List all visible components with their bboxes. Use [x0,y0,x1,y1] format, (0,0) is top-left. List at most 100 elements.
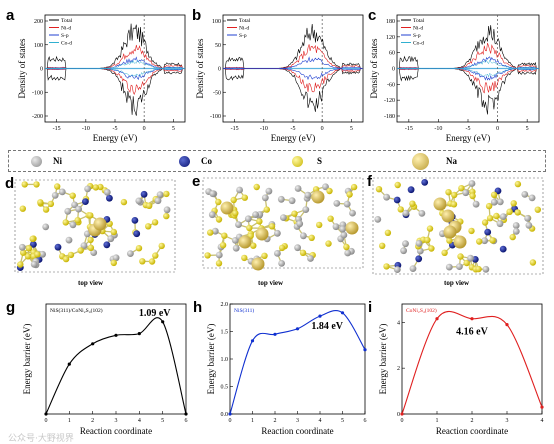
co-atom [407,186,415,194]
co-atom [82,198,89,205]
s-atom [67,251,75,259]
s-atom [17,261,24,268]
s-atom [506,208,513,215]
s-atom [493,212,500,220]
s-atom [241,194,248,201]
s-atom [514,180,522,188]
s-atom [207,229,214,236]
s-atom [163,190,170,198]
s-atom [379,242,386,249]
x-axis-label: Energy (eV) [446,133,491,143]
s-atom [246,224,253,232]
na-atom [345,221,359,235]
ni-atom [472,200,480,208]
data-point [470,317,474,321]
legend-entry: S-p [61,33,69,39]
ni-atom-swatch [31,156,42,167]
x-tick-label: -10 [82,126,90,132]
legend-entry: Total [61,18,73,24]
ni-atom [512,222,520,229]
s-atom [383,263,390,270]
ni-atom [402,240,409,248]
ni-atom [30,260,38,268]
data-point [44,412,48,416]
legend-entry: S-p [239,33,247,39]
na-atom [443,225,457,239]
s-atom [163,212,170,220]
structure-panel-d: d [5,175,176,273]
s-atom [146,202,153,209]
s-atom [468,227,475,235]
x-tick-label: 1 [68,418,71,424]
dos-curve-total [397,68,539,115]
legend-entry: Co-d [61,41,72,47]
ni-atom [236,186,244,194]
s-atom [47,200,55,208]
ni-atom [481,237,488,245]
ni-atom [302,206,310,213]
barrier-curve [45,317,187,415]
s-atom [97,183,104,191]
data-point [67,362,71,366]
y-tick-label: -180 [384,114,395,120]
dos-curve-total [397,25,539,69]
chart-title: NiS(311)/CoNi₂S₄(102) [50,307,103,314]
ni-atom [288,197,296,205]
data-point [184,412,188,416]
s-atom [263,206,270,213]
y-axis-label: Energy barrier (eV) [378,324,388,395]
s-atom [232,210,239,217]
data-point [505,323,509,327]
legend-entry: Ni-d [61,26,71,32]
ni-atom [418,210,426,217]
ni-atom [80,242,88,249]
s-atom [529,259,537,266]
s-atom [120,198,128,206]
s-atom [534,206,541,213]
energy-barrier-panels: g 0 1 2 3 4 5 6 Reaction coordinate Energy barrie… [6,299,544,436]
plot-frame [45,303,187,415]
structures-area: d e f [5,173,544,275]
y-tick-label: -100 [210,114,221,120]
s-atom [92,184,100,191]
s-atom [250,242,257,249]
ni-atom [339,225,347,233]
s-atom [215,198,222,206]
ni-atom [64,207,72,215]
ni-atom [84,185,91,193]
data-point [435,317,439,321]
ni-atom [393,266,401,273]
ni-atom [349,209,356,217]
ni-atom [344,249,352,257]
data-point [91,342,95,346]
s-atom [256,218,263,225]
ni-atom [90,249,98,256]
ni-atom [333,200,341,207]
na-atom-swatch [412,153,429,170]
s-atom [69,192,76,199]
ni-atom [496,198,504,206]
ni-atom [468,180,476,187]
na-atom [453,235,467,249]
s-atom [241,254,248,262]
s-atom [375,186,383,193]
panel-letter-e: e [192,173,200,190]
y-axis-label: Density of states [17,38,27,98]
y-axis-label: Density of states [369,38,379,98]
dos-panel-a: a 200 100 0 -100 -200 -15 -10 -5 0 5 Energy (eV) Den… [6,7,186,143]
x-tick-label: 0 [321,126,324,132]
s-atom [25,245,33,252]
na-atom [441,209,455,223]
ni-atom [340,231,348,239]
ni-atom [294,244,301,252]
x-tick-label: 0 [401,418,404,424]
ni-atom [209,190,217,198]
caption-f: top view [444,279,470,287]
s-atom [450,201,458,208]
data-point [273,332,277,336]
s-atom [219,242,227,249]
x-tick-label: 6 [185,418,188,424]
ni-atom [261,194,269,202]
legend-entry: Co-d [413,41,424,47]
na-atom [433,197,447,211]
